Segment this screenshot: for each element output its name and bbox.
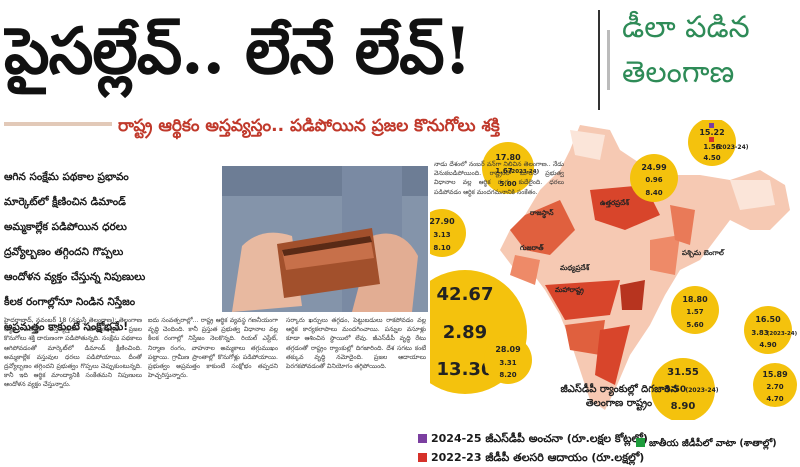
bubble-value-gsdp: 18.80 — [682, 295, 708, 304]
state-label: మహారాష్ట్ర — [555, 286, 584, 296]
region-tamil-nadu — [595, 325, 630, 385]
legend-label: 2022-23 జీడీపీ తలసరి ఆదాయం (రూ.లక్షల్లో) — [431, 451, 645, 464]
bubble-value-gsdp: 28.09 — [495, 345, 521, 354]
bubble-value-percapita: 2.89 — [443, 322, 487, 343]
bubble-value-gsdp: 15.22 — [699, 128, 724, 137]
bubble-value-gsdp: 24.99 — [641, 163, 667, 172]
bubble-value-share: 4.50 — [703, 154, 720, 162]
region-telangana — [620, 280, 645, 310]
legend-item-share: జాతీయ జీడీపీలో వాటా (శాతాల్లో) — [636, 438, 777, 451]
empty-wallet-photo — [222, 166, 428, 312]
article-column-1: హైదరాబాద్, నవంబర్ 18 (నమస్తే తెలంగాణ): త… — [4, 317, 142, 389]
state-label: ఉత్తరప్రదేశ్ — [600, 198, 630, 208]
bubble-note: (2023-24) — [509, 169, 540, 175]
bubble-value-percapita: 3.83 — [751, 329, 768, 337]
map-caption: జీఎస్‌డీపీ ర్యాంకుల్లో దిగజారిన తెలంగాణ … — [560, 384, 678, 409]
divider — [598, 10, 600, 110]
bubble-value-percapita: 1.56 — [703, 143, 720, 151]
bubble-value-share: 4.90 — [759, 341, 776, 349]
bubble-value-percapita: 2.70 — [766, 383, 783, 391]
side-title-line2: తెలంగాణ — [622, 55, 735, 90]
bubble-value-share: 13.30 — [437, 359, 494, 380]
bubble-value-percapita: 3.50 — [664, 385, 686, 395]
wallet-illustration — [222, 166, 428, 312]
side-title-line1: డీలా పడిన — [622, 10, 750, 45]
legend-label: జాతీయ జీడీపీలో వాటా (శాతాల్లో) — [649, 438, 777, 449]
bubble-value-gsdp: 17.80 — [495, 153, 521, 162]
stat-bubble-west-bengal: 18.80 1.57 5.60 — [671, 286, 719, 334]
legend-item-gsdp: 2024-25 జీఎస్‌డీపీ అంచనా (రూ.లక్షల కోట్ల… — [418, 432, 648, 448]
legend-swatch-purple — [418, 434, 427, 443]
bubble-value-percapita: 3.13 — [433, 231, 450, 239]
bubble-value-percapita: 0.96 — [645, 176, 662, 184]
stat-bubble-tamil-nadu: 31.55 3.50 (2023-24) 8.90 — [651, 358, 719, 420]
bubble-value-gsdp: 15.89 — [762, 370, 788, 379]
state-label: గుజరాత్ — [520, 243, 544, 252]
region-odisha — [650, 235, 680, 275]
legend-item-percapita: 2022-23 జీడీపీ తలసరి ఆదాయం (రూ.లక్షల్లో) — [418, 451, 644, 467]
bubble-value-gsdp: 31.55 — [667, 367, 699, 378]
bullet-item: కీలక రంగాల్లోనూ నిండిన నిస్తేజం — [4, 296, 136, 308]
bubble-value-percapita: 1.67 — [495, 167, 512, 175]
bubble-value-share: 8.40 — [645, 189, 662, 197]
stat-bubble-odisha: 15.89 2.70 4.70 — [753, 363, 797, 407]
bullet-item: ద్రవ్యోల్బణం తగ్గిందని గొప్పలు — [4, 246, 124, 258]
stat-bubble-karnataka: 28.09 3.31 8.20 — [484, 336, 532, 384]
state-label: రాజస్థాన్ — [530, 208, 554, 219]
stat-bubble-rajasthan: 27.90 3.13 8.10 — [430, 209, 466, 257]
headline: పైసల్లేవ్.. లేనే లేవ్! — [4, 14, 472, 89]
bubble-value-gsdp: 42.67 — [437, 284, 494, 305]
india-map: రాజస్థాన్ ఉత్తరప్రదేశ్ గుజరాత్ మధ్యప్రదే… — [430, 120, 798, 420]
bullet-item: అప్రమత్తం కాకుంటే సంక్షోభమే! — [4, 321, 129, 333]
bubble-value-share: 5.60 — [686, 321, 703, 329]
bubble-value-percapita: 3.31 — [499, 359, 516, 367]
legend-swatch-red — [418, 453, 427, 462]
bubble-note: (2023-24) — [715, 144, 748, 151]
legend-label: 2024-25 జీఎస్‌డీపీ అంచనా (రూ.లక్షల కోట్ల… — [431, 432, 648, 445]
bubble-note: (2023-24) — [685, 387, 718, 394]
state-label: మధ్యప్రదేశ్ — [560, 263, 590, 273]
subheadline-bar-left — [4, 122, 112, 126]
region-maharashtra — [545, 280, 620, 320]
bubble-value-share: 8.20 — [499, 371, 516, 379]
bubble-value-percapita: 1.57 — [686, 308, 703, 316]
bullet-item: మార్కెట్‌లో క్షీణించిన డిమాండ్ — [4, 196, 126, 208]
article-column-mid: నాడు దేశంలో నంబర్ వన్‌గా నిలిచిన తెలంగాణ… — [434, 161, 564, 196]
bubble-value-share: 5.00 — [499, 180, 516, 188]
region-rajasthan — [510, 200, 575, 255]
bullet-item: ఆగిన సంక్షేమ పథకాల ప్రభావం — [4, 171, 129, 183]
divider-shadow — [607, 30, 610, 90]
state-label: పశ్చిమ బెంగాల్ — [682, 248, 725, 258]
legend-swatch-green — [636, 438, 645, 447]
stat-bubble-uttar-pradesh: 24.99 0.96 8.40 — [630, 154, 678, 202]
stat-bubble-assam: 16.50 3.83 (2023-24) 4.90 — [744, 306, 798, 354]
region-karnataka — [565, 320, 605, 355]
article-column-2: ఐదు సంవత్సరాల్లో... రాష్ట్ర ఆర్థిక వ్యవస… — [148, 317, 278, 380]
region-assam — [730, 180, 775, 210]
bubble-value-gsdp: 16.50 — [755, 315, 781, 324]
bubble-value-share: 8.10 — [433, 244, 450, 252]
region-madhya-pradesh — [550, 230, 635, 280]
bullet-list: ఆగిన సంక్షేమ పథకాల ప్రభావం మార్కెట్‌లో క… — [4, 165, 204, 340]
bubble-value-share: 8.90 — [671, 401, 696, 412]
bullet-item: అమ్మకాల్లేక పడిపోయిన ధరలు — [4, 221, 127, 233]
bullet-item: ఆందోళన వ్యక్తం చేస్తున్న నిపుణులు — [4, 271, 146, 283]
article-column-3: సర్కారు ఖర్చులు తగ్గడం, పెట్టుబడులు రాకప… — [286, 317, 426, 371]
region-gujarat — [510, 255, 540, 285]
region-jammu-kashmir — [570, 130, 605, 160]
region-west-bengal — [670, 205, 695, 245]
bubble-note: (2023-24) — [767, 331, 798, 337]
bubble-value-gsdp: 27.90 — [430, 217, 455, 226]
stat-bubble-punjab: 17.80 1.67 (2023-24) 5.00 — [482, 142, 540, 194]
bubble-value-share: 4.70 — [766, 395, 783, 403]
subheadline: రాష్ట్ర ఆర్థికం అస్తవ్యస్తం.. పడిపోయిన ప… — [118, 116, 500, 136]
stat-bubble-jammu-kashmir: 15.22 1.56 (2023-24) 4.50 — [688, 120, 749, 166]
